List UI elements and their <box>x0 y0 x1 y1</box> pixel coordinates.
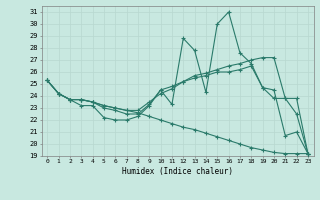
X-axis label: Humidex (Indice chaleur): Humidex (Indice chaleur) <box>122 167 233 176</box>
